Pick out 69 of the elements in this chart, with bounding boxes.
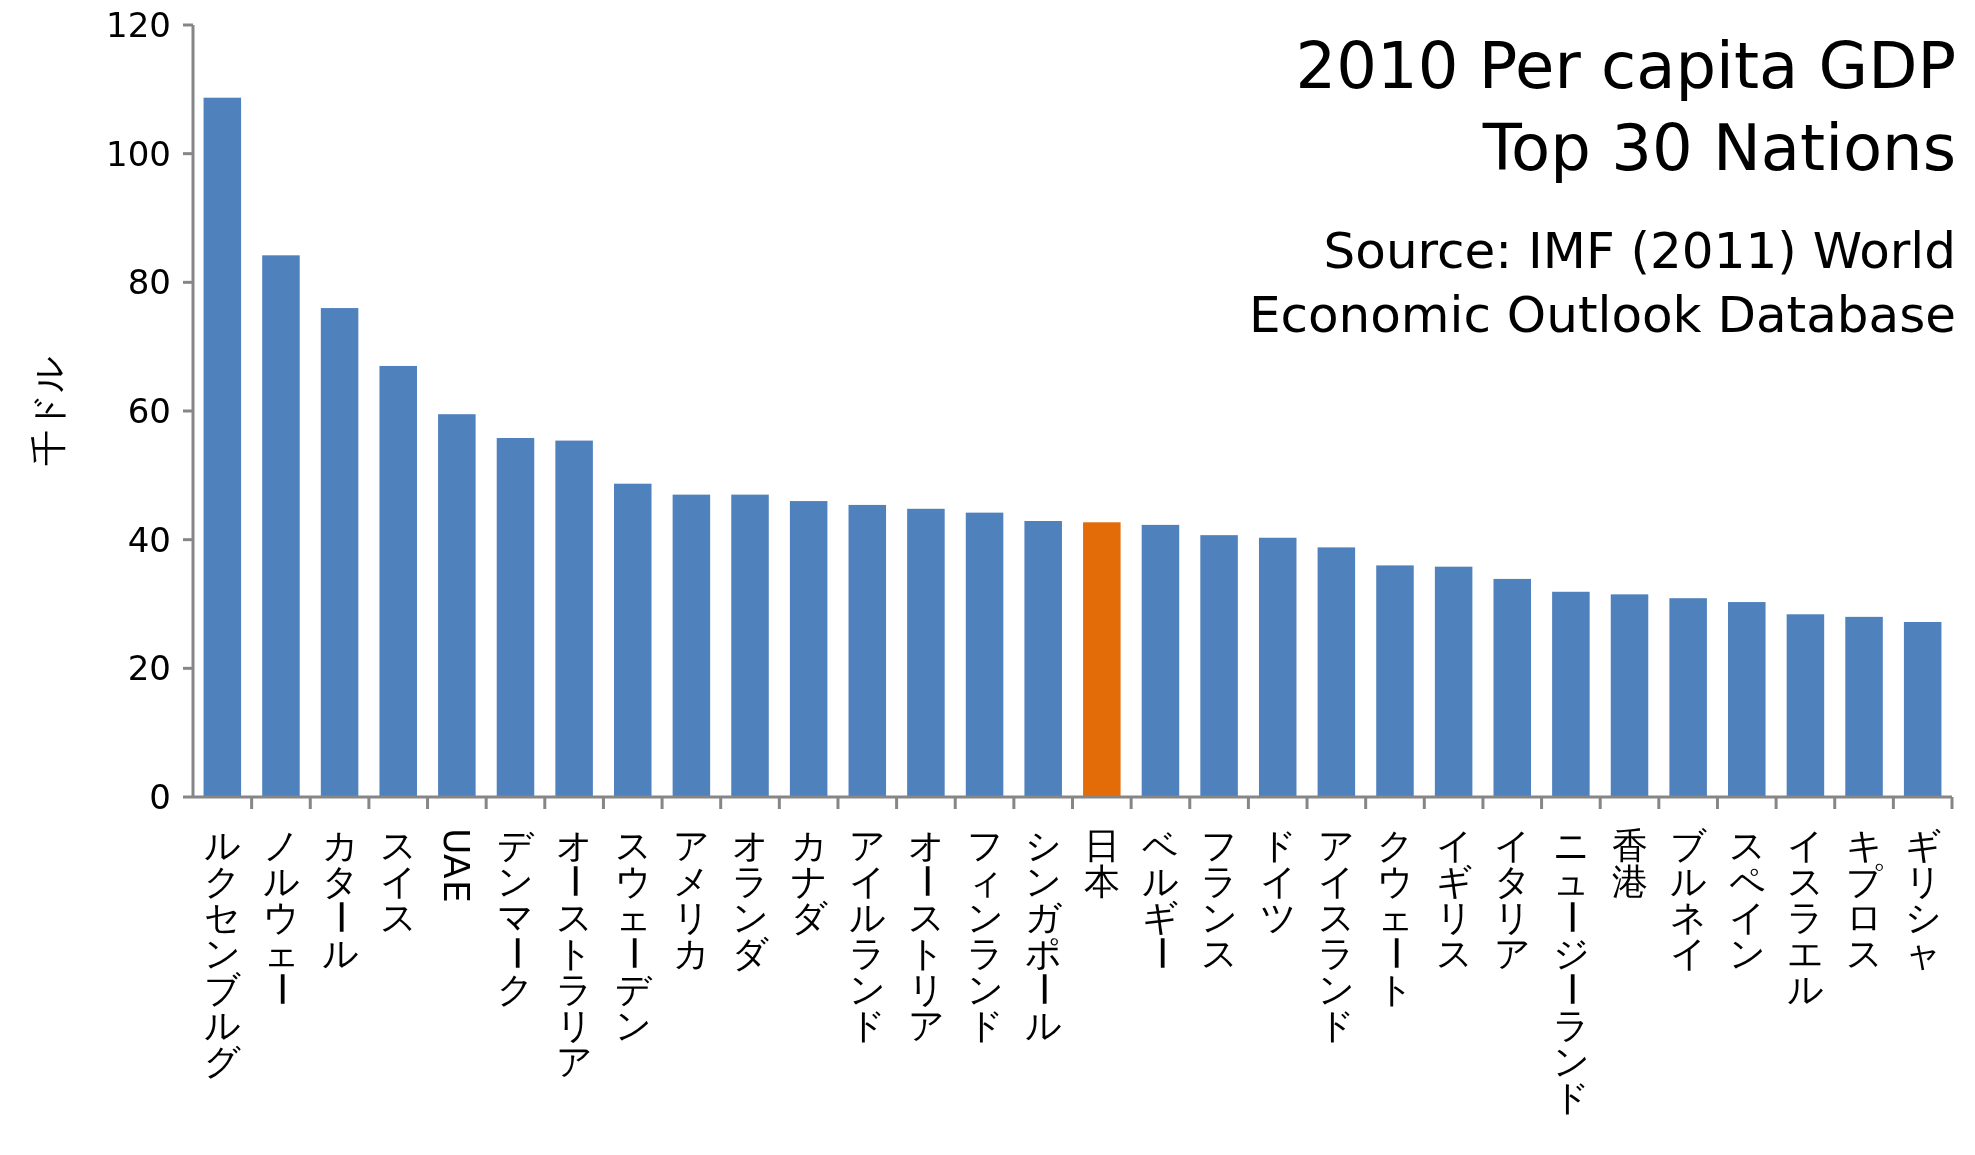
text: 2010 Per capita GDP Top 30 Nations [1295, 29, 1956, 185]
x-tick-label: ドイツ [1259, 824, 1297, 938]
x-tick-label: スウェーデン [612, 824, 654, 1046]
bar [907, 508, 945, 797]
bar [1376, 565, 1414, 797]
x-tick-label: ギリシャ [1904, 824, 1942, 974]
bar [1610, 594, 1649, 797]
x-tick-label: オーストリア [906, 824, 948, 1046]
bar [1141, 524, 1180, 797]
bar [1434, 566, 1473, 797]
y-tick-label: 20 [127, 648, 171, 689]
bar [1083, 522, 1121, 797]
bar [1258, 537, 1297, 797]
x-tick-label: ブルネイ [1670, 824, 1708, 974]
bar [848, 504, 887, 797]
x-tick-label: 日本 [1083, 824, 1120, 902]
y-tick-label: 80 [127, 262, 171, 303]
bar [1728, 602, 1766, 797]
x-tick-label: ノルウェー [261, 824, 303, 1007]
bar [672, 494, 711, 797]
bar [1317, 547, 1356, 797]
x-tick-label: フランス [1201, 824, 1239, 974]
x-tick-label: オーストラリア [554, 824, 596, 1082]
x-tick-label: キプロス [1846, 824, 1884, 974]
bar [1200, 535, 1238, 797]
x-tick-label: ニュージーランド [1551, 824, 1592, 1118]
x-tick-label: アイスランド [1318, 824, 1356, 1046]
y-tick-label: 120 [106, 4, 171, 45]
x-tick-label: 香港 [1611, 824, 1648, 902]
y-tick-label: 100 [106, 133, 171, 174]
x-tick-label: フィンランド [966, 824, 1004, 1046]
bar [789, 501, 828, 797]
bar [1552, 591, 1590, 797]
bar [1903, 622, 1942, 797]
bar [438, 414, 476, 797]
bar [613, 483, 652, 797]
x-tick-label: スペイン [1728, 824, 1766, 974]
x-tick-label: カナダ [790, 824, 828, 938]
x-tick-label: カタール [319, 824, 361, 974]
bar [1493, 578, 1532, 797]
bar [1669, 598, 1707, 797]
bar [965, 512, 1004, 797]
x-tick-label: オランダ [732, 824, 770, 974]
bar [1786, 614, 1825, 797]
x-tick-label: ベルギー [1140, 824, 1182, 971]
x-tick-label: イタリア [1494, 824, 1532, 974]
x-tick-label: イギリス [1435, 824, 1473, 974]
bar [1024, 521, 1062, 797]
x-tick-label: デンマーク [495, 824, 537, 1010]
x-tick-label: イスラエル [1787, 824, 1825, 1010]
annotation: Source: IMF (2011) World Economic Outlook Database [1248, 222, 1956, 344]
y-tick-label: 0 [149, 776, 171, 817]
x-tick-label: クウェート [1375, 824, 1417, 1010]
x-tick-label: アメリカ [673, 824, 711, 974]
bar [262, 255, 300, 797]
x-tick-label: スイス [380, 824, 418, 938]
bar [320, 308, 359, 797]
x-tick-label: シンガポール [1023, 824, 1065, 1046]
y-tick-label: 40 [127, 519, 171, 560]
x-tick-label: ルクセンブルグ [204, 824, 242, 1082]
bar [555, 440, 593, 797]
y-tick-label: 60 [127, 390, 171, 431]
y-axis-title: 千ドル [27, 356, 69, 466]
bar [379, 365, 417, 797]
bar [1845, 616, 1883, 797]
bar [203, 97, 242, 797]
x-tick-label: アイルランド [849, 824, 887, 1046]
bar [496, 438, 535, 797]
bar [731, 494, 769, 797]
